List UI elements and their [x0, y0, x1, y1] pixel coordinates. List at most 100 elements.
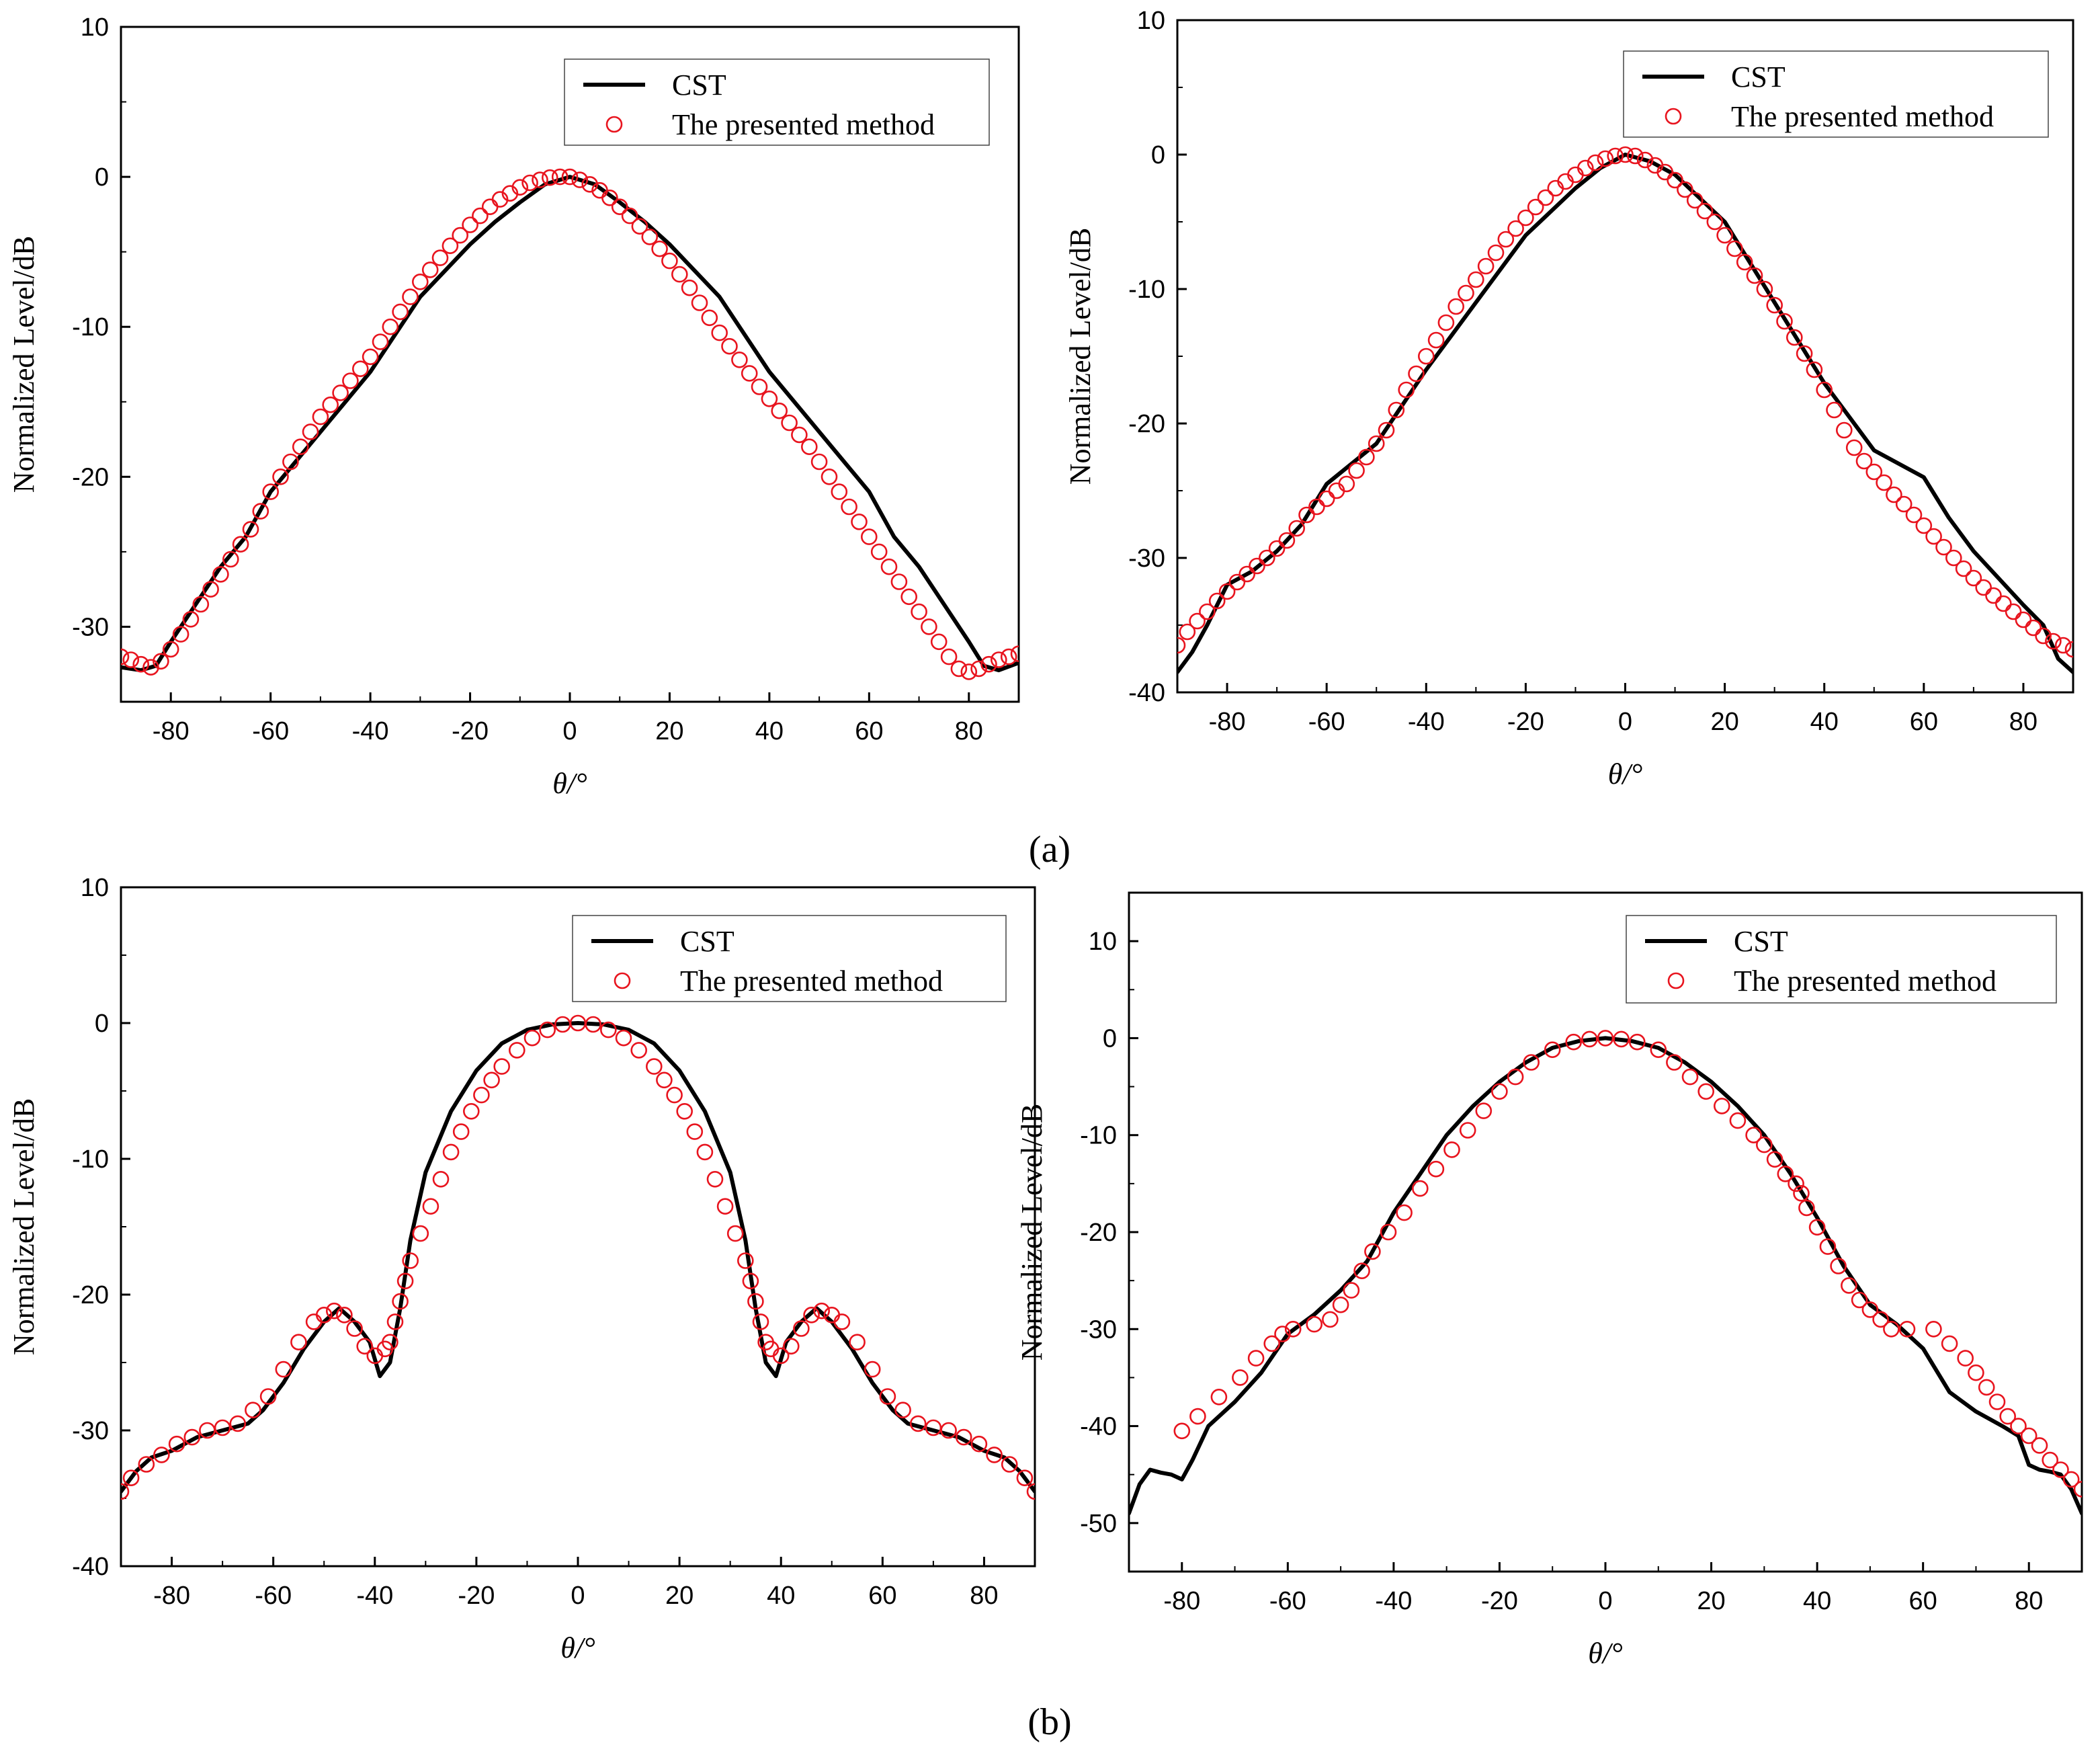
- cst-line: [1177, 153, 2073, 674]
- method-point: [442, 237, 459, 255]
- panel-label-b: (b): [1027, 1701, 1071, 1743]
- method-point: [1895, 495, 1913, 513]
- x-tick-label: 40: [767, 1582, 795, 1610]
- method-point: [1905, 506, 1923, 524]
- method-point: [1278, 532, 1296, 549]
- method-point: [661, 252, 678, 270]
- x-tick-label: 0: [1618, 708, 1632, 736]
- cst-line: [1129, 1036, 2082, 1516]
- method-point: [1497, 231, 1515, 248]
- method-point: [1368, 435, 1385, 452]
- method-point: [940, 648, 958, 665]
- legend: CST The presented method: [1623, 50, 2049, 138]
- method-point: [1218, 583, 1236, 600]
- x-tick-label: 20: [665, 1582, 694, 1610]
- method-point: [229, 1415, 247, 1432]
- method-point: [1581, 1030, 1598, 1048]
- method-point: [1978, 1379, 1995, 1396]
- method-point: [726, 1225, 744, 1242]
- y-tick-label: -10: [1128, 276, 1165, 304]
- method-point: [541, 169, 558, 186]
- method-point: [1841, 1277, 1857, 1294]
- x-tick-label: 80: [970, 1582, 998, 1610]
- method-point: [1793, 1185, 1810, 1202]
- cst-line: [121, 1021, 1035, 1494]
- x-tick-label: -40: [356, 1582, 393, 1610]
- method-point: [1826, 401, 1843, 419]
- method-point: [322, 396, 339, 413]
- method-point: [2025, 619, 2042, 637]
- method-point: [1945, 549, 1962, 567]
- method-point: [1745, 1127, 1762, 1143]
- method-point: [192, 596, 210, 613]
- method-point: [442, 1143, 460, 1161]
- chart-b-right: -80 -60 -40 -20 0 20 40 60 80 -50 -40 -30 -20 -10 0 10 θ…: [1015, 891, 2083, 1670]
- method-point: [1597, 1030, 1614, 1047]
- method-point: [1597, 150, 1614, 167]
- method-point: [1268, 540, 1286, 557]
- method-point: [1249, 557, 1265, 575]
- method-point: [1468, 271, 1484, 288]
- method-point: [991, 651, 1007, 668]
- method-point: [245, 1401, 261, 1418]
- method-point: [1706, 213, 1724, 231]
- method-point: [1796, 345, 1813, 362]
- method-point: [986, 1447, 1003, 1463]
- method-point: [275, 1360, 292, 1378]
- method-point: [970, 660, 987, 678]
- method-point: [711, 324, 728, 341]
- method-point: [1629, 1033, 1646, 1051]
- method-point: [1380, 1223, 1397, 1241]
- method-point: [396, 1272, 414, 1290]
- method-point: [1777, 1166, 1794, 1182]
- method-point: [1613, 1030, 1630, 1048]
- x-tick-label: 0: [1598, 1587, 1612, 1615]
- method-point: [851, 513, 868, 530]
- y-tick-label: -30: [72, 613, 109, 641]
- data-layer: [1177, 146, 2073, 674]
- method-point: [813, 1302, 830, 1319]
- method-point: [1208, 592, 1226, 610]
- method-point: [960, 663, 978, 680]
- method-point: [641, 229, 659, 245]
- method-point: [1475, 1102, 1493, 1119]
- x-axis-label: θ/°: [1588, 1637, 1622, 1670]
- method-point: [930, 633, 948, 651]
- method-point: [1883, 1321, 1900, 1338]
- method-point: [741, 365, 758, 382]
- legend-cst-label: CST: [672, 69, 726, 101]
- method-point: [1507, 220, 1524, 237]
- y-tick-label: -10: [72, 313, 109, 341]
- method-point: [781, 414, 798, 432]
- x-tick-label: -60: [252, 717, 289, 745]
- x-tick-label: -20: [452, 717, 489, 745]
- method-point: [1491, 1083, 1508, 1100]
- x-tick-label: -80: [153, 717, 190, 745]
- x-tick-label: 20: [1710, 708, 1738, 736]
- x-tick-label: 60: [1909, 1587, 1937, 1615]
- method-point: [651, 240, 668, 257]
- method-point: [1855, 452, 1873, 470]
- method-point: [1189, 1408, 1206, 1425]
- method-point: [142, 659, 159, 676]
- method-point: [1636, 151, 1654, 169]
- method-point: [153, 1447, 170, 1463]
- method-point: [202, 581, 219, 598]
- method-point: [909, 1415, 927, 1432]
- method-point: [282, 453, 299, 471]
- method-point: [1398, 381, 1415, 399]
- method-point: [302, 423, 319, 440]
- method-point: [1353, 1262, 1370, 1279]
- method-point: [1686, 192, 1704, 209]
- y-axis-label: Normalized Level/dB: [1064, 228, 1097, 485]
- method-point: [432, 1171, 450, 1188]
- y-tick-label: 0: [95, 163, 109, 192]
- method-point: [599, 1021, 617, 1039]
- method-point: [1656, 163, 1673, 181]
- method-point: [1322, 1311, 1339, 1328]
- method-point: [1517, 209, 1534, 227]
- method-point: [392, 303, 409, 321]
- method-point: [1527, 198, 1544, 216]
- method-point: [894, 1401, 911, 1418]
